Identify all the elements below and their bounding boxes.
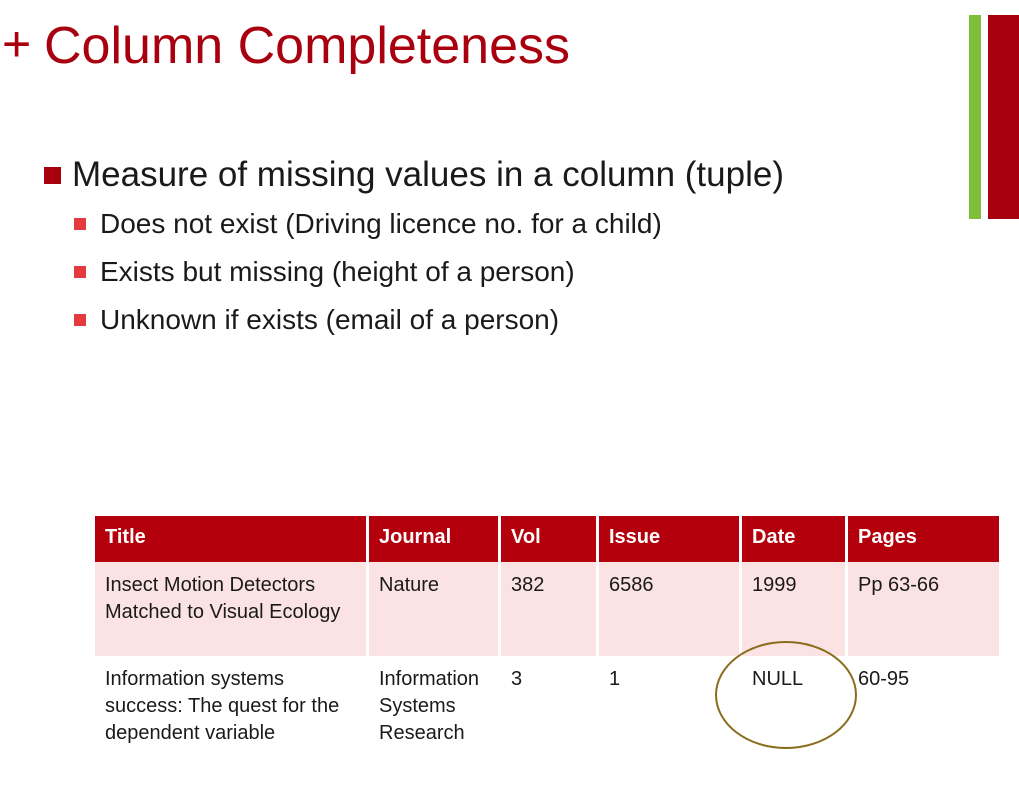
cell-journal: Information Systems Research [369, 656, 501, 756]
cell-date: 1999 [742, 562, 848, 656]
cell-pages: Pp 63-66 [848, 562, 999, 656]
cell-journal: Nature [369, 562, 501, 656]
cell-date-null: NULL [715, 641, 857, 756]
square-bullet-icon [74, 218, 86, 230]
column-header-date: Date [742, 516, 848, 562]
accent-bar-green [969, 15, 981, 219]
table-row: Insect Motion Detectors Matched to Visua… [95, 562, 999, 656]
sub-bullet: Exists but missing (height of a person) [74, 248, 784, 296]
sub-bullet: Unknown if exists (email of a person) [74, 296, 784, 344]
accent-bar-red [988, 15, 1019, 219]
cell-title: Information systems success: The quest f… [95, 656, 369, 756]
highlight-circle [715, 641, 857, 749]
publication-table: Title Journal Vol Issue Date Pages Insec… [95, 516, 999, 756]
column-header-title: Title [95, 516, 369, 562]
cell-vol: 382 [501, 562, 599, 656]
square-bullet-icon [74, 314, 86, 326]
sub-bullet-text: Unknown if exists (email of a person) [100, 304, 560, 335]
sub-bullet-text: Does not exist (Driving licence no. for … [100, 208, 662, 239]
square-bullet-icon [44, 166, 61, 184]
column-header-vol: Vol [501, 516, 599, 562]
column-header-issue: Issue [599, 516, 742, 562]
cell-pages: 60-95 [848, 656, 999, 756]
slide-title: Column Completeness [44, 17, 571, 75]
cell-vol: 3 [501, 656, 599, 756]
column-header-journal: Journal [369, 516, 501, 562]
sub-bullet-text: Exists but missing (height of a person) [100, 256, 575, 287]
cell-issue: 6586 [599, 562, 742, 656]
bullet-main: Measure of missing values in a column (t… [44, 152, 784, 198]
bullet-list: Measure of missing values in a column (t… [44, 152, 784, 344]
table-header-row: Title Journal Vol Issue Date Pages [95, 516, 999, 562]
square-bullet-icon [74, 266, 86, 278]
bullet-main-text: Measure of missing values in a column (t… [72, 155, 784, 194]
sub-bullet: Does not exist (Driving licence no. for … [74, 200, 784, 248]
column-header-pages: Pages [848, 516, 999, 562]
table-row: Information systems success: The quest f… [95, 641, 999, 756]
sub-bullet-list: Does not exist (Driving licence no. for … [74, 200, 784, 344]
plus-icon: + [2, 16, 32, 72]
cell-title: Insect Motion Detectors Matched to Visua… [95, 562, 369, 656]
accent-bars [969, 15, 1019, 219]
